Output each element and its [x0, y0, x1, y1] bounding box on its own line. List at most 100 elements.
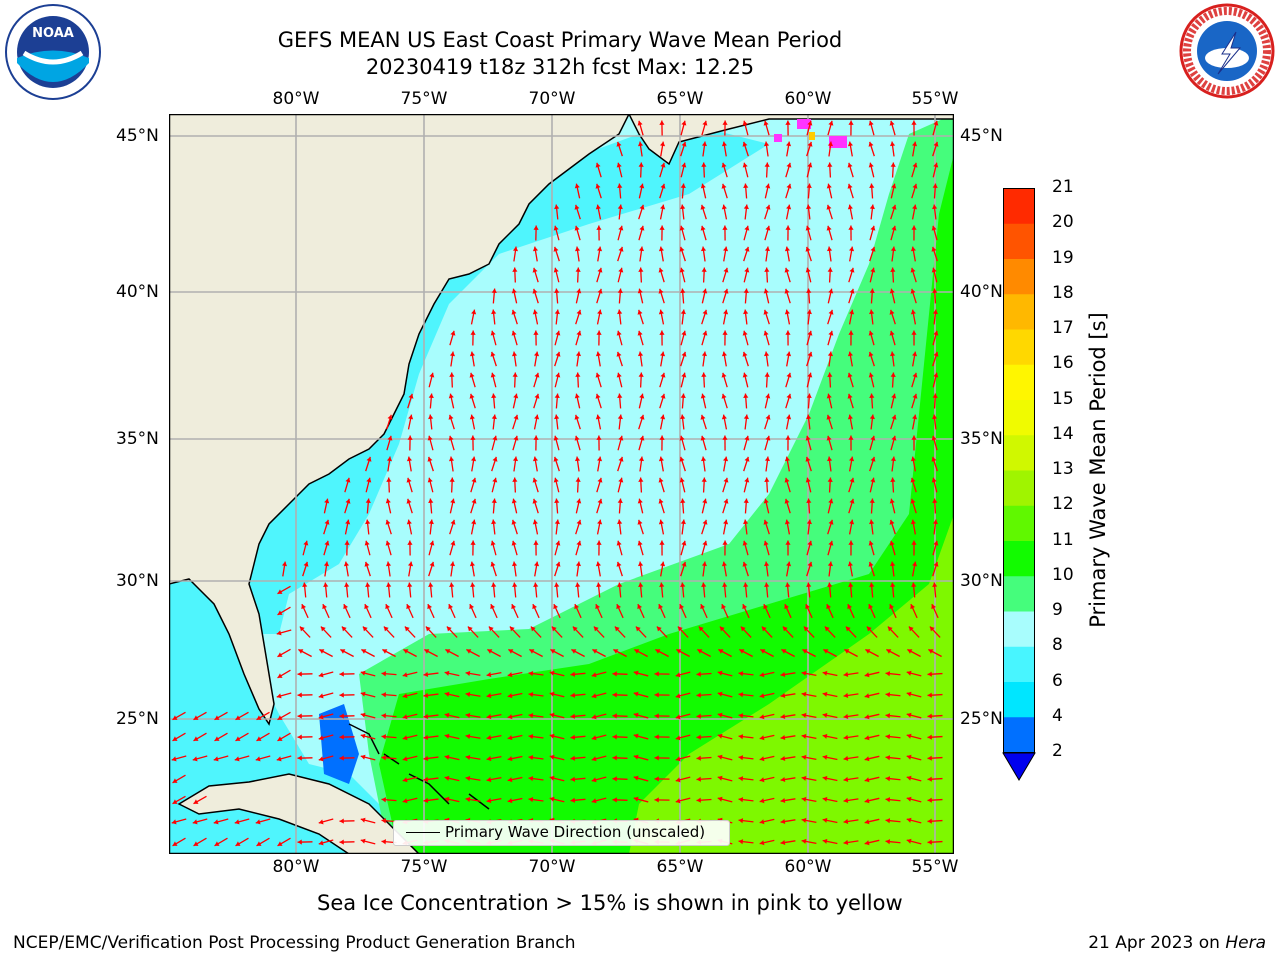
direction-arrow-head — [512, 582, 518, 588]
direction-arrow-head — [744, 246, 750, 252]
direction-arrow-head — [912, 393, 918, 399]
direction-arrow-head — [784, 519, 790, 525]
direction-arrow-head — [465, 775, 471, 781]
direction-arrow-head — [360, 754, 366, 760]
direction-arrow-head — [235, 736, 241, 741]
direction-arrow-head — [781, 649, 787, 654]
direction-arrow-head — [490, 330, 496, 336]
direction-arrow-head — [681, 561, 687, 567]
direction-arrow-head — [654, 755, 659, 761]
direction-arrow-head — [591, 735, 597, 741]
direction-arrow-head — [828, 309, 834, 315]
direction-arrow-head — [931, 225, 937, 231]
direction-arrow-head — [890, 267, 896, 272]
colorbar-tick-label: 12 — [1052, 494, 1074, 515]
direction-arrow-head — [933, 162, 939, 168]
direction-arrow-head — [429, 372, 435, 378]
direction-arrow-head — [402, 798, 408, 804]
direction-arrow-head — [701, 351, 707, 357]
direction-arrow-head — [576, 540, 582, 546]
direction-arrow-head — [869, 393, 875, 398]
direction-arrow-head — [864, 714, 870, 720]
direction-arrow-head — [532, 288, 538, 294]
direction-arrow-head — [870, 435, 876, 441]
direction-arrow-head — [680, 414, 686, 420]
direction-arrow-head — [822, 838, 828, 844]
direction-arrow-head — [912, 141, 918, 147]
direction-arrow-head — [591, 777, 597, 783]
direction-arrow-head — [339, 713, 344, 719]
direction-arrow-head — [868, 604, 874, 610]
colorbar-segment — [1003, 364, 1035, 400]
direction-arrow-head — [785, 582, 791, 588]
direction-arrow-head — [702, 540, 708, 546]
direction-arrow-head — [759, 735, 765, 741]
direction-arrow-head — [511, 540, 517, 546]
colorbar-tick-label: 13 — [1052, 459, 1074, 479]
direction-arrow-head — [764, 162, 770, 167]
direction-arrow-head — [822, 775, 828, 781]
direction-arrow-head — [885, 713, 891, 719]
direction-arrow-head — [659, 582, 665, 588]
direction-arrow-head — [885, 692, 891, 698]
direction-arrow-head — [764, 372, 770, 377]
colorbar-segment — [1003, 505, 1035, 541]
direction-arrow-head — [427, 435, 433, 441]
direction-arrow-head — [786, 393, 792, 399]
direction-arrow-head — [784, 246, 790, 252]
direction-arrow-head — [823, 649, 829, 654]
direction-arrow-head — [318, 672, 324, 678]
direction-arrow-head — [617, 309, 623, 315]
direction-arrow-head — [780, 797, 786, 804]
lat-label-left: 25°N — [116, 709, 159, 729]
direction-arrow-head — [596, 582, 602, 588]
direction-arrow-head — [763, 330, 769, 336]
direction-arrow-head — [633, 670, 639, 676]
direction-arrow-head — [931, 267, 937, 273]
direction-arrow-head — [933, 120, 939, 126]
direction-arrow-head — [449, 582, 455, 588]
direction-arrow-head — [214, 715, 220, 720]
direction-arrow-head — [696, 692, 701, 698]
direction-arrow-head — [807, 540, 813, 546]
direction-arrow-head — [549, 691, 555, 697]
direction-arrow-head — [423, 797, 429, 803]
direction-arrow-head — [365, 582, 371, 588]
direction-arrow-head — [828, 288, 834, 294]
direction-arrow-head — [906, 712, 912, 718]
direction-arrow-head — [717, 691, 723, 697]
direction-arrow-head — [700, 225, 706, 231]
direction-arrow-head — [801, 670, 807, 676]
direction-arrow-head — [597, 288, 603, 294]
direction-arrow-head — [723, 477, 729, 483]
direction-arrow-head — [214, 841, 220, 846]
direction-arrow-head — [616, 540, 622, 546]
direction-arrow-head — [681, 120, 687, 126]
direction-arrow-head — [701, 372, 707, 377]
direction-arrow-head — [743, 309, 749, 315]
direction-arrow-head — [299, 626, 305, 632]
direction-arrow-head — [701, 456, 707, 462]
direction-arrow-head — [932, 519, 938, 525]
direction-arrow-head — [575, 561, 581, 567]
direction-arrow-head — [616, 330, 622, 336]
direction-arrow-head — [701, 162, 707, 167]
direction-arrow-head — [448, 435, 454, 441]
direction-arrow-head — [866, 626, 872, 632]
lon-label-top: 80°W — [272, 89, 320, 109]
direction-arrow-head — [864, 798, 870, 804]
direction-arrow-head — [656, 626, 662, 632]
direction-arrow-head — [591, 756, 597, 762]
direction-arrow-head — [654, 713, 659, 719]
direction-arrow-head — [638, 582, 644, 588]
direction-arrow-head — [256, 736, 262, 741]
direction-arrow-head — [891, 393, 897, 399]
direction-arrow-head — [868, 141, 874, 147]
direction-arrow-head — [448, 456, 455, 462]
direction-arrow-head — [826, 225, 832, 231]
direction-arrow-head — [701, 267, 707, 272]
direction-arrow-head — [658, 246, 664, 252]
direction-arrow-head — [721, 604, 727, 610]
direction-arrow-head — [595, 162, 601, 168]
direction-arrow-head — [822, 733, 828, 739]
